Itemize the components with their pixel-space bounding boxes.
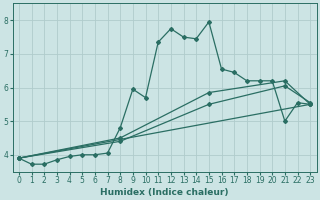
X-axis label: Humidex (Indice chaleur): Humidex (Indice chaleur): [100, 188, 229, 197]
